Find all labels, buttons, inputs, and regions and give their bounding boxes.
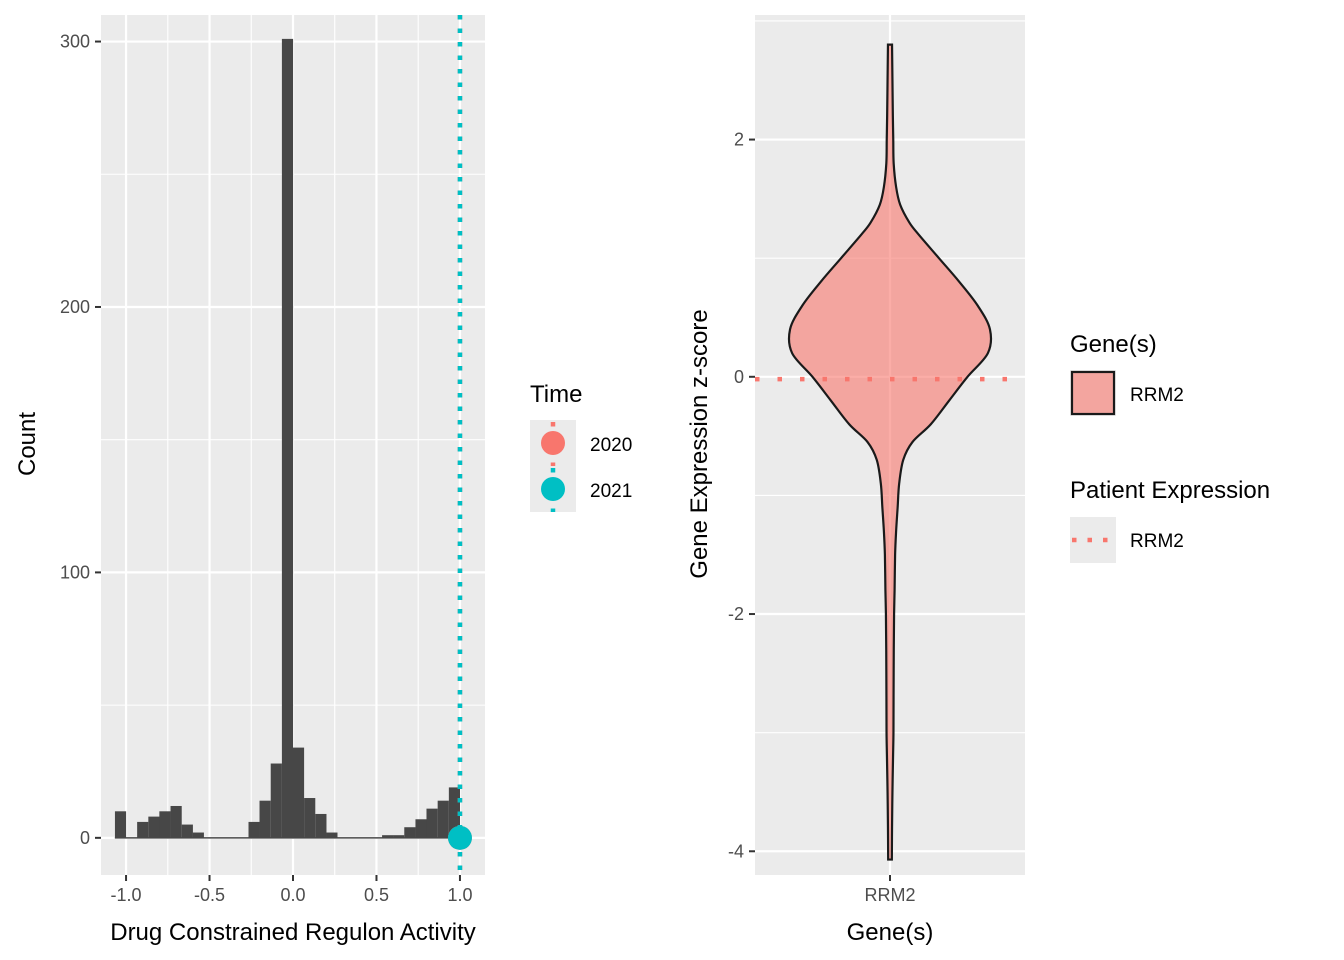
histogram-bar <box>448 787 461 838</box>
histogram-x-tick-label: 1.0 <box>447 885 472 905</box>
genes-legend-label-rrm2: RRM2 <box>1130 385 1184 406</box>
histogram-marker-point-2021 <box>447 825 472 850</box>
violin-y-tick-label: -2 <box>728 604 744 624</box>
violin-x-tick-label: RRM2 <box>864 885 915 905</box>
genes-legend-title: Gene(s) <box>1070 331 1157 358</box>
violin-y-axis-title: Gene Expression z-score <box>686 309 713 578</box>
time-legend-keys <box>530 420 576 512</box>
histogram-bar <box>170 805 182 838</box>
histogram-markers <box>447 15 472 875</box>
time-legend-key-point-2020 <box>541 431 565 455</box>
histogram-bar <box>192 832 204 838</box>
histogram-x-axis-title: Drug Constrained Regulon Activity <box>110 919 476 946</box>
violin-x-ticks: RRM2 <box>864 875 916 905</box>
histogram-bar <box>426 808 438 838</box>
violin-panel: -4 -2 0 2 RRM2 Gene(s) Gene Expression z-sc… <box>686 15 1025 946</box>
histogram-x-tick-label: -0.5 <box>194 885 225 905</box>
histogram-bar <box>281 38 294 838</box>
time-legend: Time 2020 2021 <box>530 381 632 512</box>
patient-expression-legend-label-rrm2: RRM2 <box>1130 531 1184 552</box>
histogram-bar <box>315 813 327 838</box>
histogram-bar <box>114 811 127 838</box>
genes-legend: Gene(s) RRM2 <box>1070 331 1184 416</box>
histogram-y-tick-label: 100 <box>60 562 90 582</box>
histogram-bar <box>404 827 416 838</box>
patient-expression-legend-key-box <box>1070 517 1116 563</box>
histogram-bar <box>393 835 405 838</box>
histogram-panel: 0 100 200 300 -1.0 -0.5 0.0 0.5 1.0 Drug Constr… <box>14 15 485 946</box>
violin-x-axis-title: Gene(s) <box>847 919 934 946</box>
time-legend-key-point-2021 <box>541 477 565 501</box>
histogram-bar <box>304 798 316 838</box>
histogram-y-tick-label: 300 <box>60 32 90 52</box>
histogram-x-tick-label: 0.0 <box>280 885 305 905</box>
histogram-x-tick-label: -1.0 <box>111 885 142 905</box>
histogram-bar <box>159 811 171 838</box>
violin-y-tick-label: 0 <box>734 367 744 387</box>
histogram-y-axis-title: Count <box>14 412 41 476</box>
histogram-bar <box>382 835 394 838</box>
histogram-bar <box>437 800 449 838</box>
violin-rrm2 <box>787 43 993 861</box>
histogram-bar <box>270 763 282 838</box>
histogram-bar <box>415 819 427 838</box>
histogram-y-tick-label: 200 <box>60 297 90 317</box>
histogram-bar <box>292 747 305 838</box>
histogram-y-tick-label: 0 <box>80 828 90 848</box>
patient-expression-legend: Patient Expression RRM2 <box>1070 477 1270 563</box>
histogram-x-tick-label: 0.5 <box>364 885 389 905</box>
violin-y-tick-label: 2 <box>734 130 744 150</box>
histogram-bar <box>137 821 149 838</box>
violin-y-tick-label: -4 <box>728 841 744 861</box>
histogram-bar <box>259 800 271 838</box>
histogram-bars <box>114 38 472 839</box>
genes-legend-key-rrm2 <box>1070 370 1116 416</box>
histogram-y-ticks: 0 100 200 300 <box>60 32 101 848</box>
violin-y-ticks: -4 -2 0 2 <box>728 130 755 861</box>
histogram-x-ticks: -1.0 -0.5 0.0 0.5 1.0 <box>111 875 472 905</box>
time-legend-label-2021: 2021 <box>590 481 632 502</box>
histogram-bar <box>181 824 193 838</box>
time-legend-title: Time <box>530 381 582 408</box>
histogram-bar <box>248 821 260 838</box>
time-legend-label-2020: 2020 <box>590 435 632 456</box>
histogram-bar <box>326 832 338 838</box>
histogram-bar <box>148 816 160 838</box>
patient-expression-legend-title: Patient Expression <box>1070 477 1270 504</box>
